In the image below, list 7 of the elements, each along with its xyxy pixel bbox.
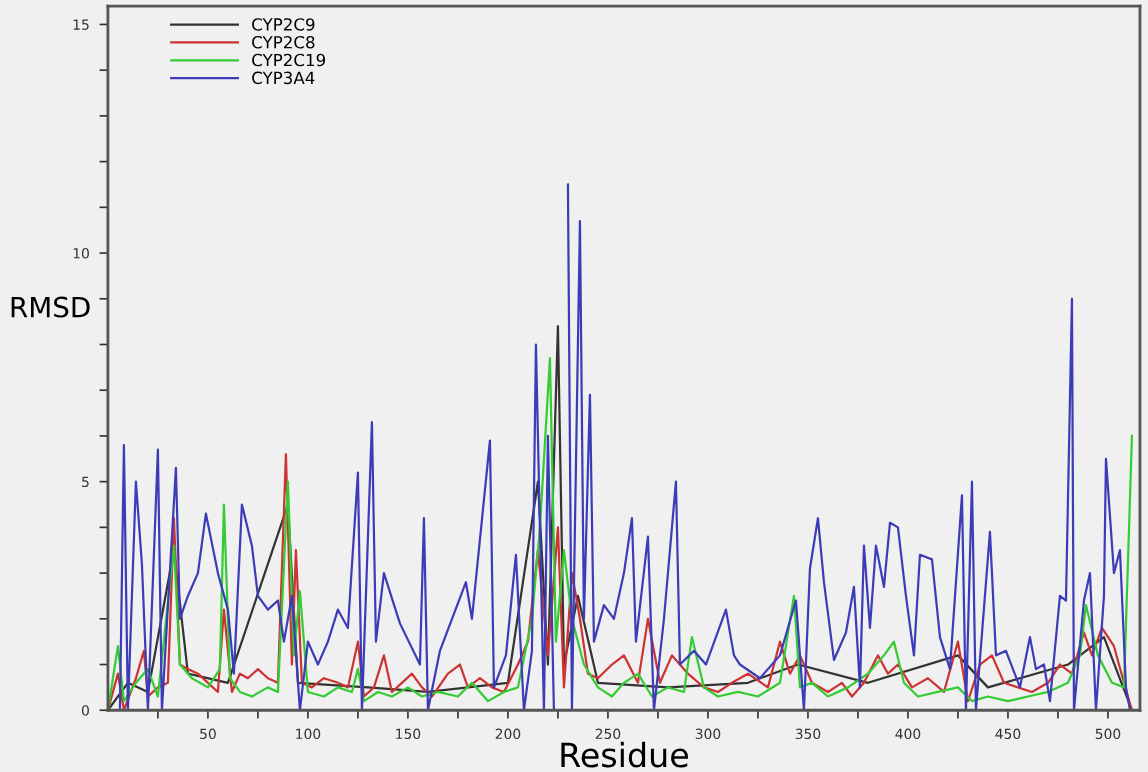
legend-label: CYP2C8 [252, 35, 315, 49]
legend-label: CYP3A4 [252, 71, 315, 85]
legend-label: CYP2C19 [252, 53, 326, 67]
legend-label: CYP2C9 [252, 18, 315, 31]
line-series [107, 453, 1134, 711]
y-axis-title: RMSD [11, 296, 90, 318]
x-axis-title: Residue [561, 741, 688, 768]
